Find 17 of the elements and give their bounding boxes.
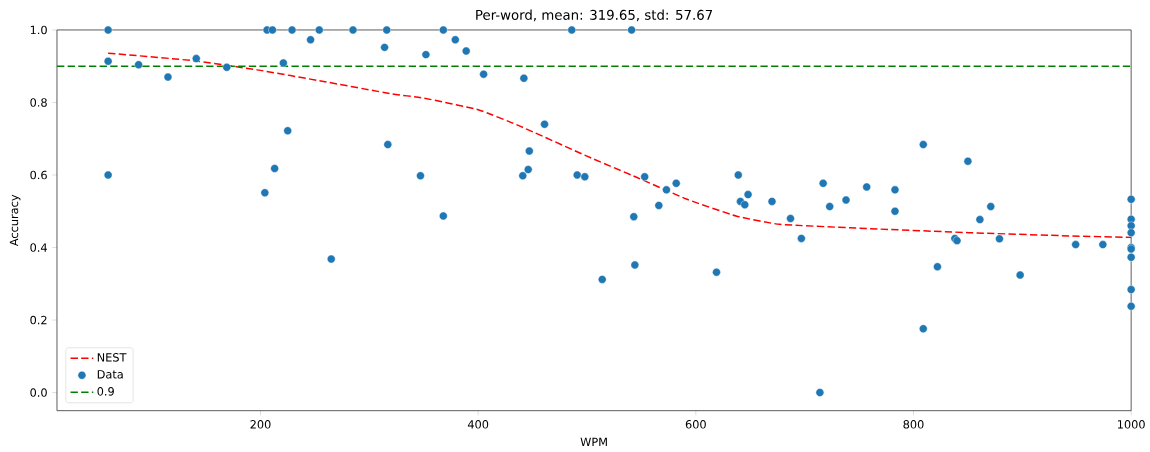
y-tick-label: 0.2 [30,315,47,325]
x-tick-label: 200 [250,420,271,429]
x-axis-title: WPM [580,437,607,447]
legend-label: NEST [97,353,127,362]
y-tick-label: 0.6 [30,170,47,180]
legend-label: 0.9 [97,387,114,396]
y-tick-label: 1.0 [30,25,47,35]
legend-label: Data [97,370,123,379]
x-tick-label: 400 [467,420,489,429]
x-tick-label: 600 [685,420,706,429]
x-tick-label: 800 [903,420,924,429]
y-axis-title: Accuracy [9,194,21,247]
x-tick-label: 1000 [1118,420,1145,429]
y-tick-label: 0.8 [30,98,47,107]
y-tick-label: 0.0 [30,388,47,398]
y-tick-label: 0.4 [30,243,47,252]
chart-title: Per-word, mean: 319.65, std: 57.67 [476,9,713,22]
